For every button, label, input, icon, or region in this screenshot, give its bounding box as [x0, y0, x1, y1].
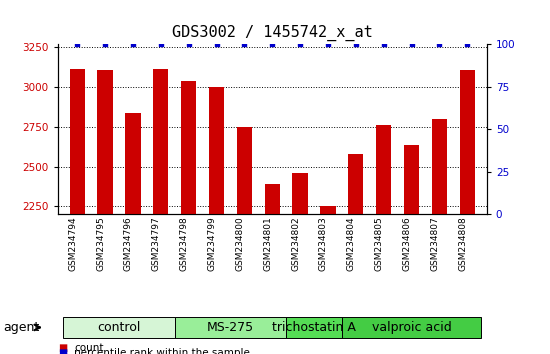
Text: ■: ■: [58, 343, 67, 353]
Text: GSM234806: GSM234806: [403, 216, 411, 271]
Text: control: control: [97, 321, 141, 334]
Text: GSM234807: GSM234807: [431, 216, 439, 271]
Text: GSM234800: GSM234800: [235, 216, 244, 271]
Bar: [63, 317, 175, 338]
Text: MS-275: MS-275: [207, 321, 254, 334]
Text: GSM234804: GSM234804: [347, 216, 356, 270]
Point: [351, 41, 360, 47]
Bar: [460, 70, 475, 214]
Text: GSM234794: GSM234794: [68, 216, 77, 270]
Text: GSM234796: GSM234796: [124, 216, 133, 271]
Bar: [236, 127, 252, 214]
Point: [323, 41, 332, 47]
Bar: [209, 87, 224, 214]
Text: GSM234795: GSM234795: [96, 216, 105, 271]
Text: trichostatin A: trichostatin A: [272, 321, 356, 334]
Text: GSM234798: GSM234798: [180, 216, 189, 271]
Bar: [175, 317, 286, 338]
Point: [463, 41, 472, 47]
Bar: [404, 145, 419, 214]
Point: [129, 41, 138, 47]
Point: [435, 41, 444, 47]
Text: GSM234801: GSM234801: [263, 216, 272, 271]
Text: GSM234803: GSM234803: [319, 216, 328, 271]
Text: GSM234802: GSM234802: [291, 216, 300, 270]
Bar: [125, 113, 141, 214]
Bar: [153, 69, 168, 214]
Bar: [432, 119, 447, 214]
Text: GDS3002 / 1455742_x_at: GDS3002 / 1455742_x_at: [172, 24, 373, 41]
Bar: [181, 81, 196, 214]
Text: percentile rank within the sample: percentile rank within the sample: [74, 348, 250, 354]
Point: [407, 41, 416, 47]
Point: [212, 41, 221, 47]
Point: [296, 41, 305, 47]
Text: GSM234799: GSM234799: [207, 216, 217, 271]
Bar: [348, 154, 364, 214]
Text: valproic acid: valproic acid: [372, 321, 452, 334]
Bar: [286, 317, 342, 338]
Point: [379, 41, 388, 47]
Point: [156, 41, 165, 47]
Text: GSM234797: GSM234797: [152, 216, 161, 271]
Bar: [97, 70, 113, 214]
Point: [240, 41, 249, 47]
Text: ■: ■: [58, 348, 67, 354]
Bar: [320, 206, 336, 214]
Text: count: count: [74, 343, 104, 353]
Bar: [342, 317, 481, 338]
Text: GSM234808: GSM234808: [458, 216, 468, 271]
Text: agent: agent: [3, 321, 39, 334]
Point: [184, 41, 193, 47]
Bar: [265, 184, 280, 214]
Bar: [293, 173, 308, 214]
Text: GSM234805: GSM234805: [375, 216, 384, 271]
Bar: [70, 69, 85, 214]
Point: [73, 41, 81, 47]
Bar: [376, 125, 392, 214]
Point: [101, 41, 109, 47]
Point: [268, 41, 277, 47]
